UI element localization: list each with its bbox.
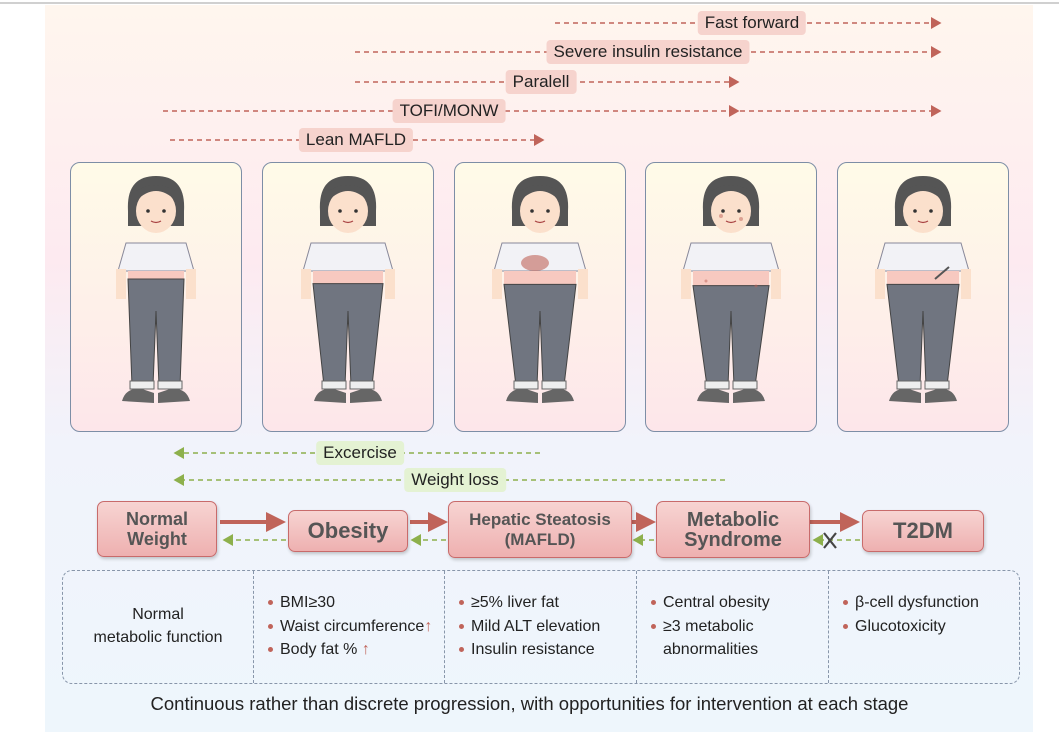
figure-panel-metabolic (645, 162, 817, 432)
details-normal: Normal metabolic function (63, 571, 253, 683)
person-illustration (875, 176, 971, 403)
caption: Continuous rather than discrete progress… (150, 693, 909, 714)
details-mafld: ≥5% liver fat Mild ALT elevation Insulin… (444, 571, 636, 683)
pathway-label-severe-ir: Severe insulin resistance (546, 40, 750, 64)
person-illustration (681, 176, 781, 403)
stage-label: Weight (127, 529, 187, 549)
figure-panel-obese (262, 162, 434, 432)
stage-hepatic-steatosis: Hepatic Steatosis (MAFLD) (448, 501, 632, 558)
figure-panel-t2dm (837, 162, 1009, 432)
stage-t2dm: T2DM (862, 510, 984, 552)
person-illustration (492, 176, 588, 403)
pathway-label-lean-mafld: Lean MAFLD (298, 128, 414, 152)
liver-mark (521, 255, 549, 271)
detail-item: ≥3 metabolic (651, 615, 828, 639)
intervention-label-exercise: Excercise (316, 441, 404, 465)
details-obesity: BMI≥30 Waist circumference↑ Body fat % ↑ (253, 571, 444, 683)
figure-panel-normal (70, 162, 242, 432)
detail-item: Body fat % ↑ (268, 638, 444, 662)
intervention-label-weight-loss: Weight loss (404, 468, 506, 492)
detail-item: Mild ALT elevation (459, 615, 636, 639)
stage-label: Normal (125, 509, 188, 529)
top-border (0, 2, 1059, 4)
stage-label: Obesity (307, 518, 389, 543)
figure-panel-mafld (454, 162, 626, 432)
up-arrow-icon: ↑ (424, 617, 433, 635)
detail-text: Normal (132, 606, 184, 623)
stage-obesity: Obesity (288, 510, 408, 552)
details-metabolic: Central obesity ≥3 metabolic abnormaliti… (636, 571, 828, 683)
detail-item: Glucotoxicity (843, 615, 1019, 639)
detail-item: Waist circumference↑ (268, 615, 444, 639)
pathway-label-tofi: TOFI/MONW (392, 99, 506, 123)
detail-item-continued: abnormalities (663, 641, 759, 658)
detail-text: metabolic function (93, 629, 223, 646)
stage-metabolic-syndrome: Metabolic Syndrome (656, 501, 810, 558)
stage-label: T2DM (893, 518, 953, 543)
detail-item: ≥5% liver fat (459, 591, 636, 615)
stage-label: Syndrome (684, 528, 782, 551)
stage-label: Hepatic Steatosis (469, 509, 611, 529)
pathway-label-fast-forward: Fast forward (697, 11, 807, 35)
detail-item: BMI≥30 (268, 591, 444, 615)
syringe-icon (934, 266, 950, 280)
stage-label: (MAFLD) (504, 529, 576, 549)
stage-label: Metabolic (686, 508, 780, 531)
detail-item: Central obesity (651, 591, 828, 615)
detail-item: β-cell dysfunction (843, 591, 1019, 615)
detail-item: Insulin resistance (459, 638, 636, 662)
blocked-x-icon (823, 532, 837, 549)
details-t2dm: β-cell dysfunction Glucotoxicity (828, 571, 1019, 683)
person-illustration (301, 176, 395, 403)
up-arrow-icon: ↑ (361, 641, 370, 658)
person-illustration (116, 176, 196, 403)
pathway-label-paralell: Paralell (505, 70, 577, 94)
stage-details-box: Normal metabolic function BMI≥30 Waist c… (62, 570, 1020, 684)
stage-normal-weight: Normal Weight (97, 501, 217, 557)
